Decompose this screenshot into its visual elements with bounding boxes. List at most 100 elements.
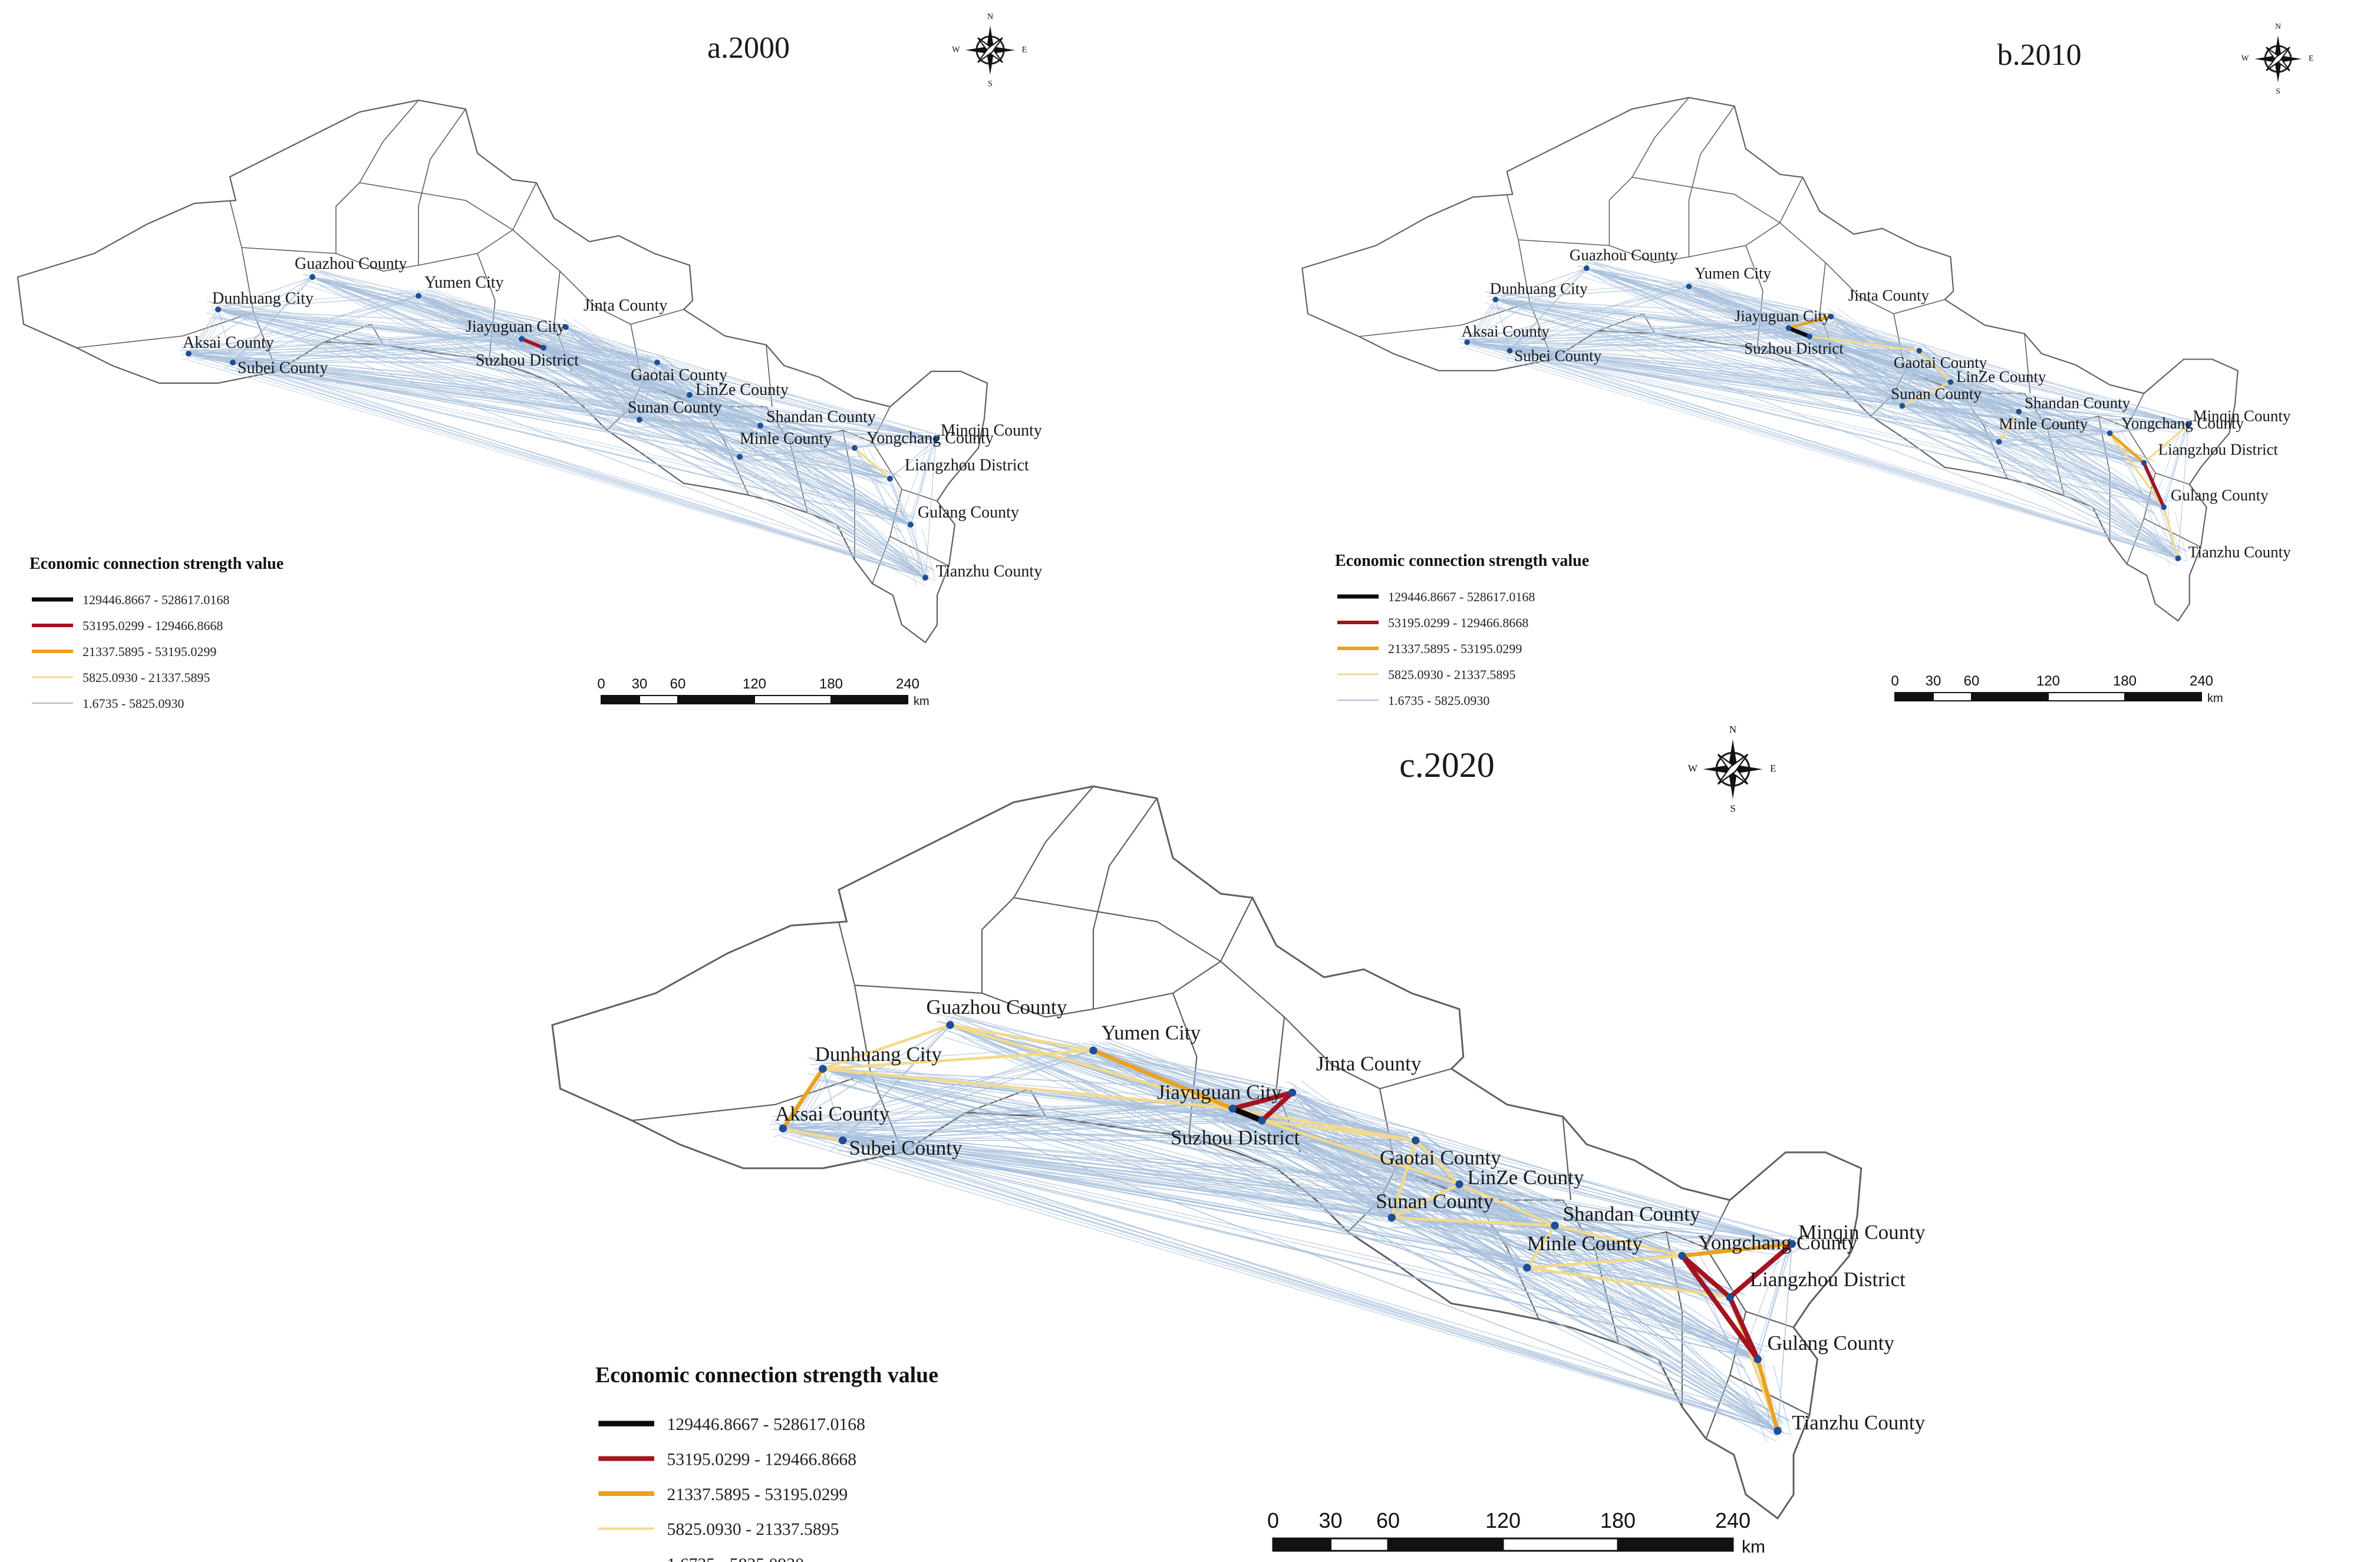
legend-label-5: 1.6735 - 5825.0930 <box>83 696 184 711</box>
county-label-gulang: Gulang County <box>1767 1332 1894 1355</box>
connection-line-weak <box>1806 332 1917 345</box>
county-node-subei <box>230 360 236 365</box>
connection-line-weak <box>1837 308 2170 551</box>
connection-line-minqin-liangzhou <box>1727 1241 1795 1300</box>
connection-line-weak <box>861 445 918 586</box>
connection-line-weak <box>1106 1047 1693 1254</box>
connection-line-weak <box>1554 1225 1792 1245</box>
connection-line-weak <box>1818 332 2006 443</box>
connection-line-weak <box>1459 286 1690 349</box>
connection-line-weak <box>789 1116 1790 1435</box>
county-label-sunan: Sunan County <box>1891 385 1982 403</box>
connection-line-weak <box>958 1027 1382 1230</box>
connection-line-weak <box>319 271 648 368</box>
connection-line-weak <box>639 419 937 440</box>
county-node-sunan <box>1387 1213 1396 1222</box>
connection-line-weak <box>1893 403 2024 405</box>
connection-line-weak <box>796 1073 833 1132</box>
map-panel-2010: Guazhou County Yumen City Dunhuang City Jin… <box>1301 97 2291 622</box>
connection-line-weak <box>179 348 917 572</box>
connection-line-weak <box>1836 323 2200 423</box>
scale-segment <box>1894 692 1934 701</box>
compass-label-n: N <box>987 12 993 21</box>
county-boundary <box>1092 798 1158 1010</box>
connection-line-weak <box>1231 1116 1733 1308</box>
connection-line-weak <box>899 443 929 522</box>
connection-line-weak <box>1903 412 2029 414</box>
connection-line-weak <box>922 529 936 581</box>
connection-line-weak <box>539 352 879 485</box>
connection-line-weak <box>2163 417 2188 512</box>
connection-line-weak <box>1507 357 1893 400</box>
county-node-linze <box>1947 379 1954 385</box>
county-label-yumen: Yumen City <box>424 273 504 292</box>
connection-line-weak <box>1682 1255 1778 1431</box>
connection-line-jiayuguan-suzhou <box>1229 1106 1265 1123</box>
connection-line-weak <box>1517 352 2180 551</box>
region-outline <box>1301 97 2239 622</box>
legend-2010: Economic connection strength value 129446… <box>1335 552 1589 708</box>
connection-line-gulang-tianzhu <box>2163 506 2180 559</box>
county-node-minqin <box>2185 421 2191 428</box>
connection-line-weak <box>521 327 566 340</box>
connection-line-weak <box>835 1134 1452 1195</box>
connection-line-weak <box>1292 1092 1416 1141</box>
county-node-minqin <box>1788 1240 1796 1248</box>
compass-label-n: N <box>2275 22 2281 31</box>
county-label-sunan: Sunan County <box>628 398 721 417</box>
county-node-yumen <box>1686 284 1692 289</box>
legend-title: Economic connection strength value <box>29 555 284 573</box>
connection-line-weak <box>1468 306 1495 343</box>
connection-line-weak <box>1693 289 2154 461</box>
connection-line-weak <box>1923 343 1956 377</box>
connection-line-weak <box>181 295 420 361</box>
county-boundary <box>418 108 466 265</box>
county-label-guazhou: Guazhou County <box>1570 246 1678 264</box>
connection-line-linze-sunan <box>1901 381 1952 407</box>
connection-line-weak <box>661 355 695 390</box>
county-node-shandan <box>757 423 763 429</box>
connection-line-weak <box>1806 341 1951 376</box>
county-label-tianzhu: Tianzhu County <box>1792 1411 1925 1434</box>
county-label-linze: LinZe County <box>1468 1166 1584 1189</box>
county-node-aksai <box>779 1124 787 1133</box>
connection-line-jiayuguan-suzhou <box>1786 326 1812 339</box>
strong-connection-lines <box>781 1023 1795 1433</box>
county-node-sunan <box>1899 403 1906 409</box>
scale-tick-label: 120 <box>2036 673 2060 689</box>
connection-line-weak <box>789 1126 1402 1145</box>
county-label-minle: Minle County <box>1999 415 2088 433</box>
connection-line-weak <box>1501 345 1995 436</box>
scale-segment <box>639 695 678 704</box>
connection-line-weak <box>1242 1109 1697 1247</box>
county-label-guazhou: Guazhou County <box>927 996 1067 1019</box>
scale-tick-label: 240 <box>2190 673 2213 689</box>
legend-label-3: 21337.5895 - 53195.0299 <box>1388 641 1522 656</box>
county-label-yongchang: Yongchang County <box>2121 414 2244 432</box>
connection-line-weak <box>1517 1271 1771 1422</box>
county-node-liangzhou <box>887 476 893 482</box>
connection-line-weak <box>2009 426 2180 434</box>
scale-tick-label: 0 <box>597 676 605 692</box>
county-label-liangzhou: Liangzhou District <box>2158 441 2279 459</box>
connection-line-weak <box>217 276 313 310</box>
connection-line-weak <box>1486 283 1681 297</box>
connection-line-weak <box>520 344 892 487</box>
connection-line-weak <box>1484 302 2160 503</box>
connection-line-weak <box>770 1121 1766 1423</box>
connection-line-weak <box>312 276 640 420</box>
county-label-jiayuguan: Jiayuguan City <box>466 318 565 336</box>
legend-title: Economic connection strength value <box>595 1363 938 1388</box>
connection-line-weak <box>738 463 909 518</box>
compass-label-e: E <box>1022 45 1027 54</box>
connection-line-weak <box>1685 286 1893 408</box>
connection-line-guazhou-jiayuguan <box>948 1023 1234 1110</box>
connection-line-weak <box>222 309 660 358</box>
connection-line-weak <box>1472 341 1910 354</box>
scale-bar-2010: 0 30 60 120 180 240 km <box>1891 673 2223 705</box>
scale-tick-label: 240 <box>1715 1508 1751 1533</box>
connection-line-weak <box>1590 261 2178 566</box>
connection-line-weak <box>410 289 559 324</box>
county-node-subei <box>839 1136 847 1145</box>
